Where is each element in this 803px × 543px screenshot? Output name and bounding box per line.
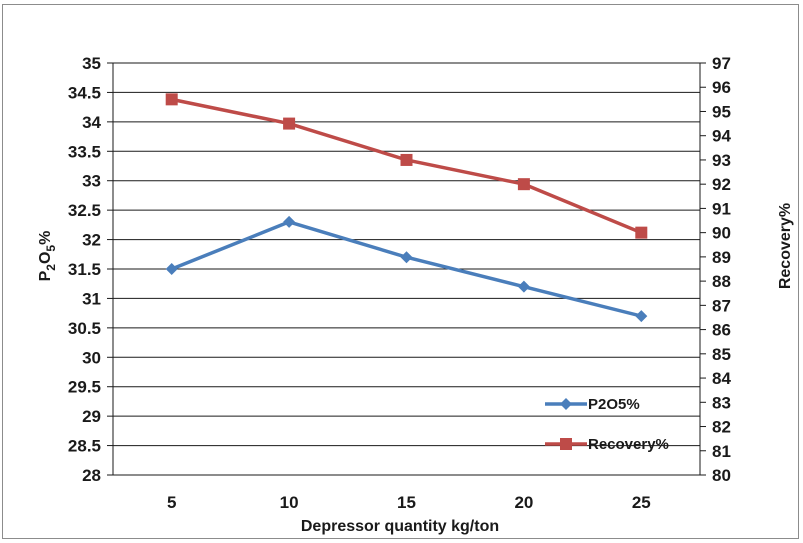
gridlines (107, 62, 706, 476)
y2-tick-label: 92 (712, 175, 731, 194)
y2-tick-label: 97 (712, 54, 731, 73)
y2-tick-label: 93 (712, 151, 731, 170)
y2-tick-label: 85 (712, 345, 731, 364)
data-point-marker (560, 398, 572, 410)
y-tick-label: 28 (82, 466, 101, 485)
x-axis-tick-labels: 5 10 15 20 25 (167, 493, 651, 512)
svg-text:P2O5%: P2O5% (37, 231, 58, 282)
y-tick-label: 28.5 (68, 437, 101, 456)
y2-tick-label: 94 (712, 127, 731, 146)
data-point-marker (400, 251, 413, 264)
data-point-marker (165, 263, 178, 275)
y2-tick-label: 84 (712, 369, 731, 388)
left-axis-tick-labels: 28 28.5 29 29.5 30 30.5 31 31.5 32 32.5 33 33.5 34 34… (68, 54, 102, 485)
chart-frame (2, 4, 799, 539)
y-tick-label: 29 (82, 407, 101, 426)
y-axis-title-p: P (37, 270, 54, 281)
data-point-marker (517, 280, 530, 293)
data-point-marker (560, 438, 572, 450)
y2-tick-label: 86 (712, 321, 731, 340)
data-point-marker (283, 117, 296, 130)
x-tick-label: 20 (514, 493, 533, 512)
right-axis-tick-labels: 80 81 82 83 84 85 86 87 88 89 90 91 92 93 94 95 96 97 (712, 54, 731, 485)
data-point-marker (635, 226, 648, 239)
data-point-marker (283, 215, 296, 228)
x-tick-label: 10 (280, 493, 299, 512)
y-tick-label: 31 (82, 289, 101, 308)
y2-tick-label: 91 (712, 199, 731, 218)
y-axis-title-sub2: 5 (44, 245, 58, 252)
y2-tick-label: 83 (712, 393, 731, 412)
y2-axis-title: Recovery% (777, 203, 794, 289)
y-tick-label: 32 (82, 231, 101, 250)
y2-tick-label: 81 (712, 442, 731, 461)
x-axis-title: Depressor quantity kg/ton (301, 518, 499, 535)
y2-tick-label: 89 (712, 248, 731, 267)
data-point-marker (635, 310, 648, 323)
legend-label: Recovery% (588, 436, 669, 453)
legend: P2O5% Recovery% (545, 396, 669, 453)
y-tick-label: 35 (82, 54, 101, 73)
x-tick-label: 25 (632, 493, 651, 512)
y-tick-label: 33.5 (68, 142, 101, 161)
y2-tick-label: 95 (712, 102, 731, 121)
y-tick-label: 34 (82, 113, 101, 132)
data-point-marker (400, 153, 413, 166)
x-tick-label: 5 (167, 493, 176, 512)
y2-tick-label: 80 (712, 466, 731, 485)
y-tick-label: 31.5 (68, 260, 101, 279)
data-point-marker (165, 93, 178, 106)
data-point-marker (517, 178, 530, 191)
series-lines (165, 93, 648, 323)
y-tick-label: 30.5 (68, 319, 101, 338)
y-tick-label: 30 (82, 348, 101, 367)
y2-tick-label: 90 (712, 224, 731, 243)
y2-tick-label: 88 (712, 272, 731, 291)
y-tick-label: 33 (82, 172, 101, 191)
y-axis-title-o: O (37, 252, 54, 264)
legend-label: P2O5% (588, 396, 640, 413)
y-axis-title: P2O5% (37, 231, 58, 282)
y-tick-label: 29.5 (68, 378, 101, 397)
series-line-Recovery% (171, 97, 642, 235)
axes (112, 63, 701, 476)
y-tick-label: 34.5 (68, 83, 101, 102)
y2-tick-label: 82 (712, 418, 731, 437)
y-axis-title-pct: % (37, 231, 54, 245)
y-tick-label: 32.5 (68, 201, 101, 220)
x-tick-label: 15 (397, 493, 416, 512)
y-axis-title-sub1: 2 (44, 264, 58, 271)
y2-tick-label: 96 (712, 78, 731, 97)
y2-tick-label: 87 (712, 296, 731, 315)
